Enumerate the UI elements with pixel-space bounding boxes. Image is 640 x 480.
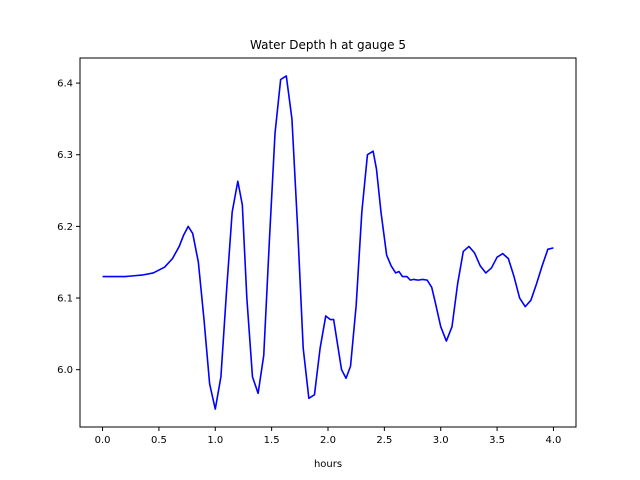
x-axis-label: hours — [314, 459, 342, 470]
x-tick-label: 2.0 — [320, 435, 336, 446]
y-axis: 6.0 6.1 6.2 6.3 6.4 — [57, 79, 80, 376]
x-tick-label: 0.5 — [151, 435, 167, 446]
y-tick-label: 6.4 — [57, 79, 73, 90]
y-tick-label: 6.2 — [57, 222, 73, 233]
y-tick-label: 6.3 — [57, 150, 73, 161]
chart-title: Water Depth h at gauge 5 — [250, 38, 406, 52]
x-axis: 0.0 0.5 1.0 1.5 2.0 2.5 3.0 3.5 4.0 — [95, 427, 562, 446]
x-tick-label: 3.5 — [489, 435, 505, 446]
x-tick-label: 1.5 — [264, 435, 280, 446]
x-tick-label: 4.0 — [546, 435, 562, 446]
y-tick-label: 6.1 — [57, 294, 73, 305]
x-tick-label: 2.5 — [376, 435, 392, 446]
x-tick-label: 1.0 — [207, 435, 223, 446]
plot-frame — [79, 57, 577, 428]
plot-area — [79, 57, 577, 428]
x-tick-label: 0.0 — [95, 435, 111, 446]
y-tick-label: 6.0 — [57, 365, 73, 376]
x-tick-label: 3.0 — [433, 435, 449, 446]
series-line-1 — [102, 75, 554, 410]
